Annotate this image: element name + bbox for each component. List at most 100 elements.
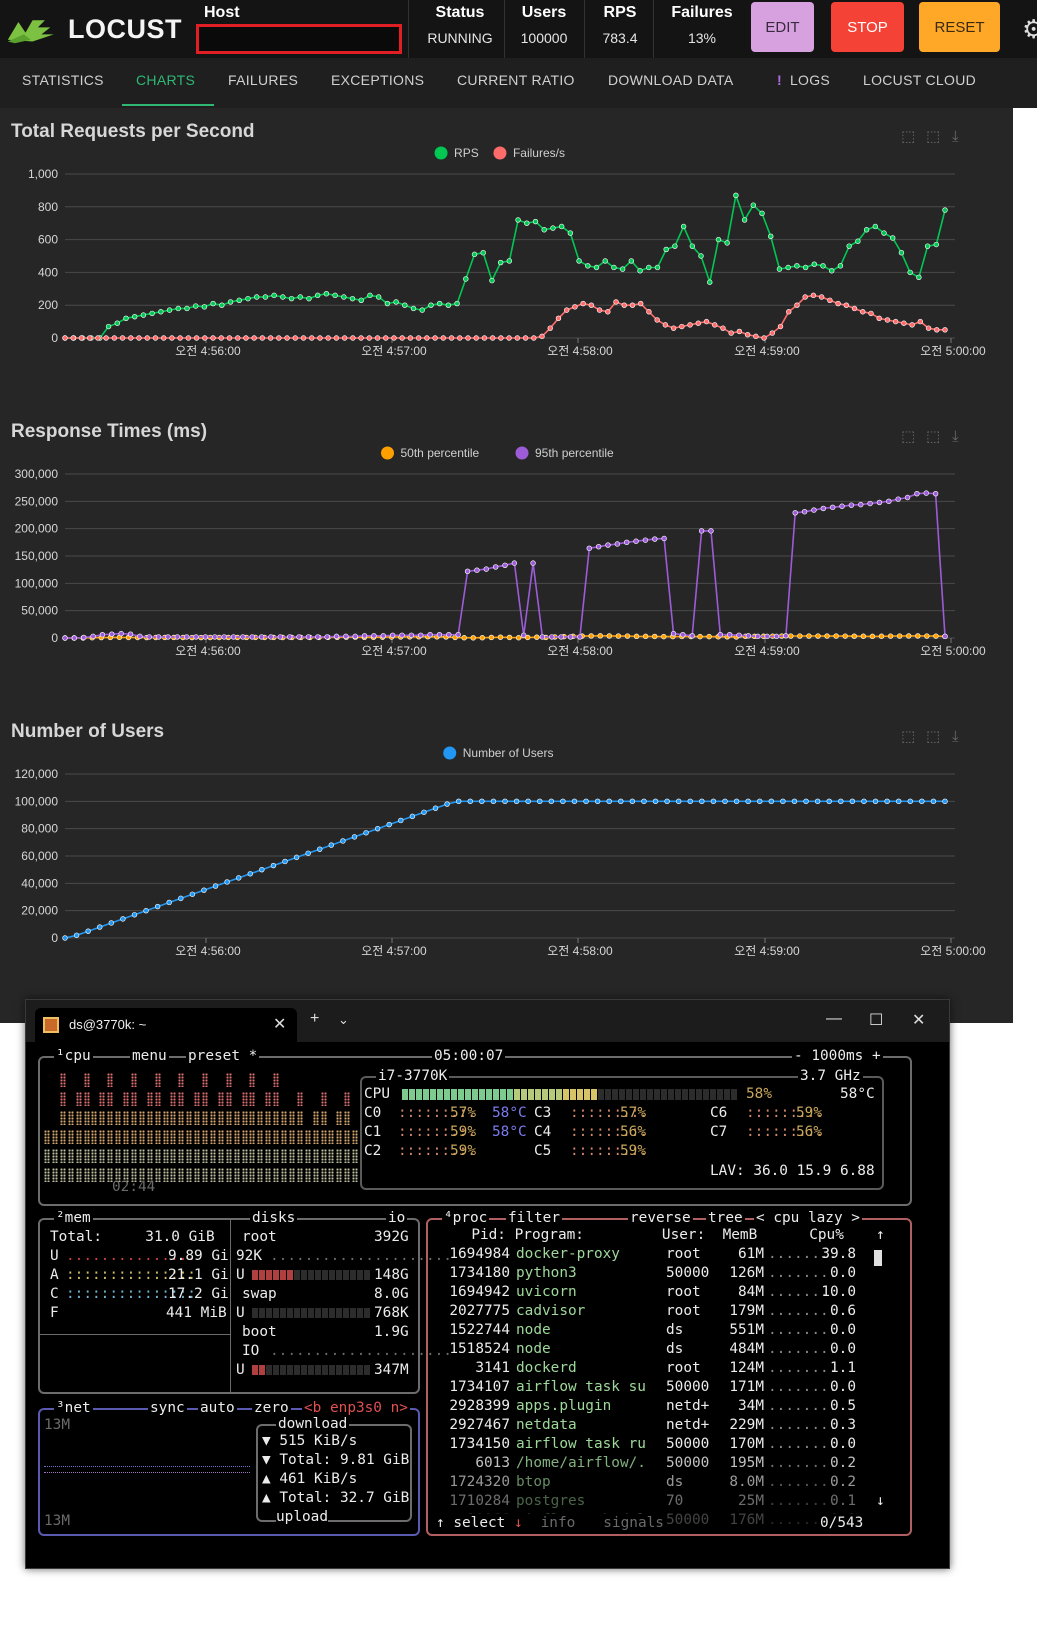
data-point (652, 798, 659, 805)
process-row[interactable]: 2928399 apps.plugin netd+ 34M........ 0.5 (428, 1397, 868, 1416)
cpu-graph-cell (241, 1130, 248, 1144)
data-point (722, 798, 728, 805)
tab-failures[interactable]: FAILURES (228, 72, 299, 88)
tab-exceptions[interactable]: EXCEPTIONS (331, 72, 425, 88)
proc-select[interactable]: select (453, 1515, 506, 1531)
process-row[interactable]: 1734180 python3 50000 126M........ 0.0 (428, 1264, 868, 1283)
data-point (586, 545, 592, 552)
download-icon[interactable]: ⤓ (952, 428, 959, 445)
data-point (247, 871, 253, 877)
cpu-graph-cell (51, 1168, 58, 1182)
stop-button[interactable]: STOP (831, 2, 904, 52)
data-point (786, 309, 792, 315)
tab-statistics[interactable]: STATISTICS (22, 72, 104, 88)
x-tick-label: 오전 4:58:00 (547, 644, 613, 658)
cpu-graph-cell (186, 1111, 193, 1125)
cpu-bar-segment (409, 1089, 415, 1100)
cpu-graph-cell (336, 1168, 343, 1182)
users-stat: Users 100000 (510, 4, 578, 46)
process-row[interactable]: 1734150 airflow task ru 50000 170M........ 0… (428, 1435, 868, 1454)
proc-sort[interactable]: < cpu lazy > (754, 1210, 862, 1226)
process-row[interactable]: 1518524 node ds 484M........ 0.0 (428, 1340, 868, 1359)
proc-filter[interactable]: filter (506, 1210, 562, 1226)
proc-signals[interactable]: signals (603, 1515, 664, 1531)
cpu-menu-preset[interactable]: preset * (186, 1048, 260, 1064)
cpu-menu-menu[interactable]: menu (130, 1048, 169, 1064)
cpu-graph-cell (115, 1111, 122, 1125)
scroll-up-icon[interactable]: ↑ (876, 1227, 885, 1243)
scroll-down-icon[interactable]: ↓ (876, 1493, 885, 1509)
tab-locust-cloud[interactable]: LOCUST CLOUD (863, 72, 977, 88)
close-tab-icon[interactable]: ✕ (273, 1016, 287, 1033)
cpu-bar-segment (619, 1089, 625, 1100)
net-sync[interactable]: sync (148, 1400, 187, 1416)
proc-footer: ↑ select ↓ info signals (436, 1514, 664, 1533)
chevron-down-icon[interactable]: ⌄ (338, 1012, 349, 1027)
terminal-tab[interactable]: ds@3770k: ~ ✕ (35, 1008, 297, 1042)
tab-current-ratio[interactable]: CURRENT RATIO (457, 72, 575, 88)
zoom-icon[interactable]: ⬚ (901, 128, 915, 145)
process-row[interactable]: 3141 dockerd root 124M........ 1.1 (428, 1359, 868, 1378)
data-point (177, 335, 183, 341)
net-zero[interactable]: zero (252, 1400, 291, 1416)
reset-button[interactable]: RESET (919, 2, 1000, 52)
cpu-usage-graph (44, 1070, 360, 1182)
cpu-graph-cell (217, 1092, 224, 1106)
net-auto[interactable]: auto (198, 1400, 237, 1416)
process-row[interactable]: 1694984 docker-proxy root 61M........ 39.8 (428, 1245, 868, 1264)
cpu-core-cell: ::::::.:. (398, 1124, 476, 1140)
tab-download-data[interactable]: DOWNLOAD DATA (608, 72, 734, 88)
cpu-graph-cell (233, 1168, 240, 1182)
cpu-menu-cpu[interactable]: ¹cpu (54, 1048, 93, 1064)
proc-info[interactable]: info (540, 1515, 576, 1531)
data-point (624, 539, 630, 546)
process-row[interactable]: 2027775 cadvisor root 179M........ 0.6 (428, 1302, 868, 1321)
data-point (251, 335, 257, 341)
process-pid: 1694942 (449, 1284, 510, 1300)
data-point (534, 634, 540, 640)
cpu-graph-cell (281, 1130, 287, 1144)
edit-button[interactable]: EDIT (751, 2, 814, 52)
zoom-icon[interactable]: ⬚ (901, 428, 915, 445)
cpu-graph-cell (83, 1149, 90, 1163)
process-row[interactable]: 6013/home/airflow/. 50000 195M........ 0.2 (428, 1454, 868, 1473)
cpu-graph-cell (273, 1111, 280, 1125)
proc-tree[interactable]: tree (706, 1210, 745, 1226)
tab-charts[interactable]: CHARTS (136, 72, 196, 88)
restore-icon[interactable]: ⬚ (926, 728, 940, 745)
cpu-graph-cell (59, 1149, 66, 1163)
process-row[interactable]: 1694942 uvicorn root 84M........ 10.0 (428, 1283, 868, 1302)
process-row[interactable]: 1710284 postgres 70 25M........ 0.1 (428, 1492, 868, 1511)
process-program: postgres (516, 1493, 586, 1509)
process-row[interactable]: 1522744 node ds 551M........ 0.0 (428, 1321, 868, 1340)
tab-logs[interactable]: ! LOGS (777, 72, 830, 88)
new-tab-icon[interactable]: + (310, 1010, 320, 1027)
cpu-graph-cell (312, 1168, 319, 1182)
process-row[interactable]: 1724320 btop ds 8.0M........ 0.2 (428, 1473, 868, 1492)
data-point (872, 223, 878, 230)
zoom-icon[interactable]: ⬚ (901, 728, 915, 745)
data-point (698, 528, 705, 534)
maximize-icon[interactable]: ☐ (869, 1012, 884, 1029)
cpu-interval[interactable]: - 1000ms + (792, 1048, 883, 1064)
scrollbar-thumb[interactable] (874, 1250, 882, 1266)
download-icon[interactable]: ⤓ (952, 728, 959, 745)
cpu-graph-cell (194, 1168, 201, 1182)
restore-icon[interactable]: ⬚ (926, 128, 940, 145)
data-point (820, 505, 826, 512)
disk-bar-segment (315, 1308, 321, 1318)
download-icon[interactable]: ⤓ (952, 128, 959, 145)
process-row[interactable]: 1734107 airflow task su 50000 171M........ 0… (428, 1378, 868, 1397)
data-point (652, 536, 658, 542)
close-icon[interactable]: ✕ (912, 1012, 926, 1029)
cpu-graph-cell (328, 1130, 335, 1144)
process-row[interactable]: 2927467 netdata netd+ 229M........ 0.3 (428, 1416, 868, 1435)
data-point (324, 634, 330, 640)
tab-logs-label: LOGS (789, 72, 831, 88)
data-point (811, 507, 817, 513)
proc-reverse[interactable]: reverse (628, 1210, 693, 1226)
gear-icon[interactable]: ⚙ (1022, 14, 1037, 44)
net-interface[interactable]: <b enp3s0 n> (302, 1400, 410, 1416)
restore-icon[interactable]: ⬚ (926, 428, 940, 445)
minimize-icon[interactable]: — (826, 1010, 842, 1027)
